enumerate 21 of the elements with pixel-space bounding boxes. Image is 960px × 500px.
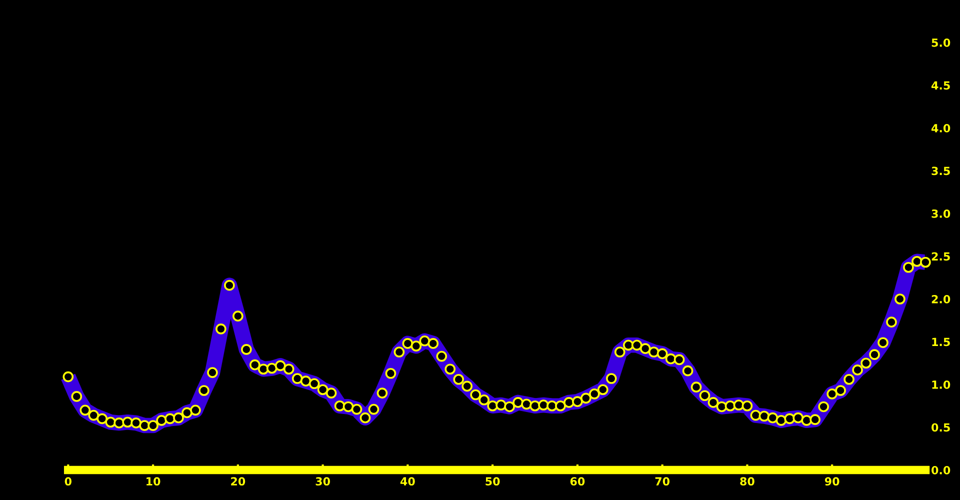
x-tick-label: 50	[486, 477, 500, 486]
y-tick-label: 5.0	[932, 38, 950, 47]
y-tick-label: 0.0	[932, 466, 950, 474]
y-tick-label: 2.5	[932, 252, 950, 261]
y-tick-label: 1.0	[932, 380, 950, 389]
y-tick-label: 3.0	[932, 209, 950, 218]
x-tick-label: 20	[231, 477, 246, 486]
y-tick-label: 3.5	[932, 166, 950, 176]
x-tick-label: 70	[655, 477, 670, 486]
x-tick-label: 60	[570, 477, 585, 486]
y-tick-label: 4.0	[931, 124, 950, 132]
y-tick-label: 1.5	[932, 338, 950, 346]
x-tick-label: 90	[824, 477, 840, 486]
x-tick-label: 30	[316, 477, 330, 486]
y-tick-label: 2.0	[932, 294, 950, 304]
x-tick-label: 10	[146, 477, 160, 486]
x-tick-label: 0	[64, 477, 72, 486]
y-tick-label: 0.5	[932, 423, 950, 432]
x-tick-label: 40	[400, 477, 415, 486]
y-tick-label: 4.5	[931, 81, 950, 90]
x-tick-label: 80	[740, 477, 754, 486]
